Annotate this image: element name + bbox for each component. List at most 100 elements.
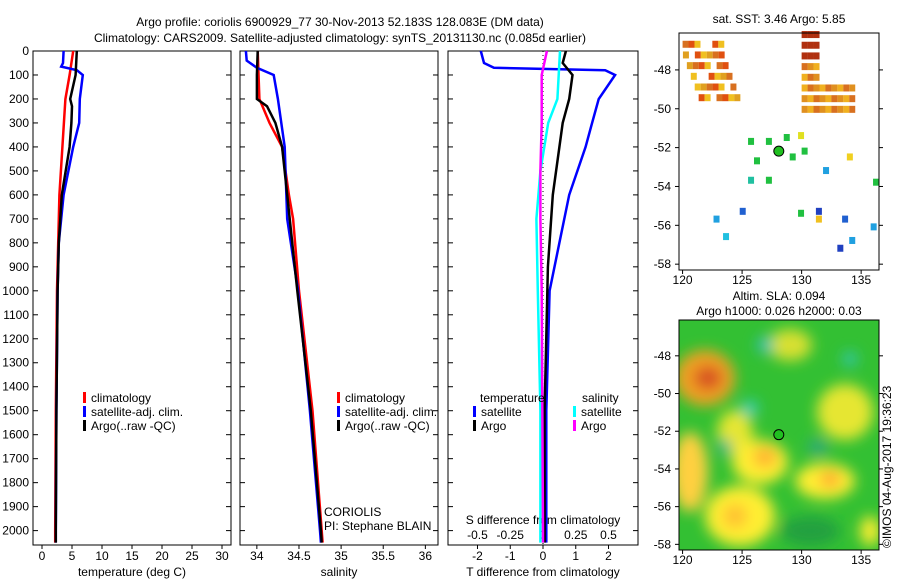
plot-frame: [239, 50, 439, 546]
sst-cell: [823, 167, 830, 175]
sst-cell: [728, 94, 735, 102]
lat-tick-label: -56: [654, 218, 672, 232]
sst-cell: [831, 95, 838, 103]
sst-cell: [825, 95, 832, 103]
sst-cell: [698, 94, 705, 102]
y-tick-label: 1900: [2, 500, 29, 514]
sst-cell: [690, 72, 697, 80]
legend-swatch: [473, 406, 476, 417]
sst-cell: [713, 215, 720, 223]
legend-header: salinity: [582, 391, 619, 405]
lat-tick-label: -54: [654, 462, 672, 476]
sst-cell: [698, 62, 705, 70]
sst-cell: [831, 84, 838, 92]
legend-swatch: [83, 406, 86, 417]
lon-tick-label: 120: [673, 553, 693, 567]
legend-label: climatology: [345, 391, 405, 405]
x-tick-label: -1: [505, 549, 516, 563]
sst-cell: [714, 72, 721, 80]
sst-cell: [807, 84, 814, 92]
x-axis-label: salinity: [321, 565, 358, 579]
y-tick-label: 300: [9, 116, 29, 130]
sst-cell: [692, 62, 699, 70]
y-tick-label: 1300: [2, 356, 29, 370]
x-tick-label: 34: [250, 549, 264, 563]
sst-cell: [801, 52, 808, 60]
y-tick-label: 200: [9, 92, 29, 106]
sst-cell: [837, 84, 844, 92]
sst-cell: [825, 84, 832, 92]
series-line-t-satellite: [479, 50, 617, 543]
sst-cell: [813, 31, 820, 39]
y-tick-label: 1600: [2, 428, 29, 442]
s-tick-label: -0.25: [497, 528, 525, 542]
y-tick-label: 1400: [2, 380, 29, 394]
legend-swatch: [473, 420, 476, 431]
sst-cell: [813, 73, 820, 81]
sst-cell: [837, 95, 844, 103]
sst-cell: [765, 176, 772, 184]
x-tick-label: 30: [215, 549, 229, 563]
s-tick-label: 0.5: [600, 528, 617, 542]
sst-cell: [726, 72, 733, 80]
sst-cell: [843, 84, 850, 92]
series-line-satellite-adj-clim-: [54, 50, 85, 543]
sst-cell: [843, 105, 850, 113]
x-tick-label: 0: [39, 549, 46, 563]
series-line-argo-raw-qc-: [54, 50, 79, 543]
sst-cell: [819, 95, 826, 103]
sst-cell: [801, 73, 808, 81]
lon-tick-label: 135: [851, 273, 871, 287]
y-tick-label: 1100: [3, 308, 29, 322]
sst-cell: [723, 233, 730, 241]
y-tick-label: 800: [9, 236, 29, 250]
profile-panel-2: 34 34.5 35 35.5 36 salinity climatologysatelli…: [239, 50, 439, 579]
map1-title: sat. SST: 3.46 Argo: 5.85: [713, 12, 846, 26]
legend-label: satellite-adj. clim.: [91, 405, 183, 419]
series-line-climatology: [256, 50, 324, 543]
sst-cell: [716, 94, 723, 102]
map-frame: [678, 32, 880, 271]
sst-cell: [807, 73, 814, 81]
sst-cell: [704, 94, 711, 102]
lat-tick-label: -52: [654, 424, 672, 438]
x-tick-label: 35: [334, 549, 348, 563]
y-tick-label: 100: [9, 68, 29, 82]
sst-points: [682, 31, 880, 252]
y-tick-label: 0: [22, 44, 29, 58]
sst-cell: [712, 51, 719, 59]
sst-cell: [700, 83, 707, 91]
legend-label: satellite-adj. clim.: [345, 405, 437, 419]
legend-label: Argo(..raw -QC): [91, 419, 176, 433]
y-tick-label: 700: [9, 212, 29, 226]
y-tick-label: 1500: [2, 404, 29, 418]
figure-title-2: Climatology: CARS2009. Satellite-adjuste…: [94, 31, 586, 45]
sst-cell: [798, 132, 805, 140]
legend-label: Argo(..raw -QC): [345, 419, 430, 433]
sst-cell: [720, 72, 727, 80]
figure-title-1: Argo profile: coriolis 6900929_77 30-Nov…: [136, 15, 544, 29]
lat-tick-label: -54: [654, 179, 672, 193]
x-tick-label: 5: [69, 549, 76, 563]
sst-cell: [798, 209, 805, 217]
lat-tick-label: -58: [654, 257, 672, 271]
legend-label: Argo: [481, 419, 507, 433]
sst-cell: [712, 40, 719, 48]
sst-cell: [801, 84, 808, 92]
map2-title-2: Argo h1000: 0.026 h2000: 0.03: [696, 304, 862, 318]
sst-cell: [706, 83, 713, 91]
sst-cell: [722, 94, 729, 102]
sst-cell: [807, 63, 814, 71]
x-tick-label: 15: [125, 549, 139, 563]
sst-cell: [846, 153, 853, 161]
sst-cell: [682, 40, 689, 48]
argo-position-marker: [773, 429, 785, 441]
sst-cell: [722, 62, 729, 70]
sst-cell: [801, 95, 808, 103]
sst-cell: [694, 40, 701, 48]
y-tick-label: 2000: [2, 524, 29, 538]
profile-panel-3: -2 -1 0 1 2 T difference from climatology -0.5…: [447, 50, 639, 579]
lon-tick-label: 125: [732, 273, 752, 287]
series-line-s-argo: [539, 50, 549, 543]
